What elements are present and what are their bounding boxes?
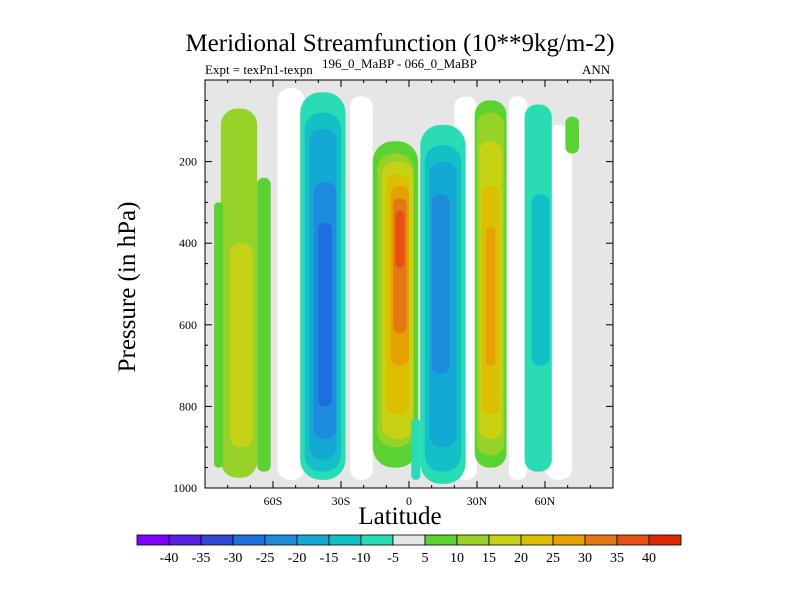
colorbar-label: 35	[610, 551, 624, 566]
x-axis-label: Latitude	[358, 503, 442, 530]
x-tick-label: 30N	[467, 494, 488, 508]
x-tick-label: 0	[406, 494, 412, 508]
colorbar-swatch	[552, 534, 586, 546]
colorbar-label: -25	[256, 551, 275, 566]
colorbar-label: -30	[224, 551, 243, 566]
season-label: ANN	[582, 62, 611, 77]
colorbar-label: 20	[514, 551, 528, 566]
colorbar-label: 10	[450, 551, 464, 566]
nh-midlat-cell-core	[486, 226, 496, 366]
y-tick-label: 800	[179, 399, 197, 413]
zero-gap-band	[277, 88, 305, 480]
colorbar-swatch	[424, 534, 458, 546]
colorbar-label: -15	[320, 551, 339, 566]
equatorial-tongue	[411, 418, 421, 480]
y-axis: 200 400 600 800 1000	[173, 99, 613, 495]
colorbar-label: -10	[352, 551, 371, 566]
y-tick-label: 400	[179, 236, 197, 250]
x-axis: 60S 30S 0 30N 60N	[227, 80, 591, 508]
colorbar-label: 40	[642, 551, 656, 566]
colorbar-swatch	[456, 534, 490, 546]
nh-highlat-cell-core	[531, 194, 550, 366]
colorbar: -40 -35 -30 -25 -20 -15 -10 -5 5 10 15 20 25 30 35 40	[136, 534, 682, 566]
x-tick-label: 30S	[332, 494, 351, 508]
x-tick-label: 60S	[264, 494, 283, 508]
zero-gap-band	[508, 96, 527, 480]
colorbar-label: -40	[160, 551, 179, 566]
contour-field	[214, 88, 579, 484]
y-tick-label: 600	[179, 318, 197, 332]
y-tick-label: 1000	[173, 481, 197, 495]
sh-polar-cell	[229, 243, 253, 448]
colorbar-swatch	[488, 534, 522, 546]
colorbar-swatch	[584, 534, 618, 546]
nh-polar-patch	[565, 116, 579, 154]
colorbar-swatch	[360, 534, 394, 546]
colorbar-label: -5	[387, 551, 399, 566]
zero-gap-band	[350, 96, 373, 480]
colorbar-swatch	[200, 534, 234, 546]
colorbar-label: 5	[422, 551, 429, 566]
sh-polar-cell-edge	[257, 177, 271, 472]
sh-polar-cell-edge	[214, 202, 224, 468]
colorbar-label: -35	[192, 551, 211, 566]
experiment-label: Expt = texPn1-texpn	[205, 62, 313, 77]
period-label: 196_0_MaBP - 066_0_MaBP	[322, 56, 477, 71]
colorbar-swatch	[232, 534, 266, 546]
y-tick-label: 200	[179, 155, 197, 169]
colorbar-label: -20	[288, 551, 307, 566]
colorbar-swatch	[392, 534, 426, 546]
chart-title: Meridional Streamfunction (10**9kg/m-2)	[185, 30, 615, 57]
colorbar-label: 30	[578, 551, 592, 566]
colorbar-swatch	[136, 534, 170, 546]
colorbar-swatch	[264, 534, 298, 546]
nh-tropical-cell-core	[431, 194, 450, 374]
colorbar-swatch	[296, 534, 330, 546]
colorbar-label: 25	[546, 551, 560, 566]
tropical-cell-core	[395, 210, 405, 268]
colorbar-swatch	[616, 534, 650, 546]
colorbar-label: 15	[482, 551, 496, 566]
colorbar-swatch	[328, 534, 362, 546]
colorbar-swatch	[648, 534, 682, 546]
x-tick-label: 60N	[535, 494, 556, 508]
sh-midlat-cell-core	[318, 222, 332, 407]
colorbar-swatch	[520, 534, 554, 546]
colorbar-swatch	[168, 534, 202, 546]
